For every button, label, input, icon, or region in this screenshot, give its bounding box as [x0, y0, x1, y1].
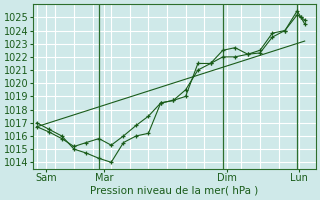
X-axis label: Pression niveau de la mer( hPa ): Pression niveau de la mer( hPa ) — [90, 186, 259, 196]
